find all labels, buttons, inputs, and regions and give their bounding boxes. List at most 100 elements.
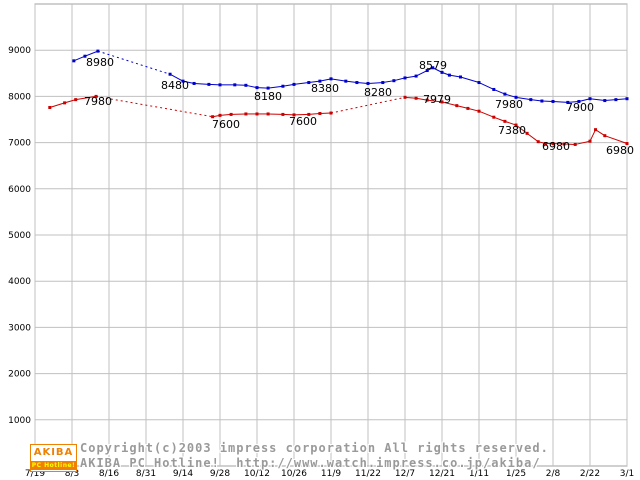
marker-price-high-blue	[603, 99, 607, 103]
marker-price-low-red	[440, 100, 444, 104]
marker-price-high-blue	[381, 81, 385, 85]
x-tick-label: 3/1	[620, 469, 634, 479]
y-tick-label: 2000	[8, 370, 31, 380]
marker-price-high-blue	[492, 87, 496, 91]
data-label: 7980	[495, 98, 523, 111]
x-tick-label: 7/19	[25, 469, 45, 479]
series-segment-price-low-red	[427, 99, 443, 103]
series-segment-price-high-blue	[245, 84, 258, 89]
marker-price-low-red	[425, 98, 429, 102]
marker-price-low-red	[211, 115, 215, 119]
marker-price-low-red	[514, 123, 518, 127]
series-segment-price-low-red	[589, 129, 597, 142]
data-label: 6980	[606, 144, 634, 157]
marker-price-high-blue	[447, 73, 451, 77]
marker-price-low-red	[551, 142, 555, 146]
marker-price-high-blue	[514, 95, 518, 99]
series-segment-price-high-blue	[382, 80, 394, 84]
marker-price-low-red	[625, 142, 629, 146]
y-tick-label: 1000	[8, 416, 31, 426]
x-tick-label: 1/11	[469, 469, 489, 479]
marker-price-high-blue	[355, 81, 359, 85]
marker-price-low-red	[492, 115, 496, 119]
marker-price-low-red	[594, 128, 598, 132]
y-tick-label: 5000	[8, 231, 31, 241]
marker-price-high-blue	[403, 76, 407, 80]
data-label: 6980	[542, 140, 570, 153]
marker-price-low-red	[588, 139, 592, 143]
marker-price-low-red	[229, 112, 233, 116]
marker-price-high-blue	[318, 79, 322, 83]
series-segment-price-high-blue	[182, 80, 195, 84]
series-segment-price-high-blue	[73, 55, 86, 62]
y-tick-label: 7000	[8, 139, 31, 149]
marker-price-low-red	[466, 106, 470, 110]
marker-price-high-blue	[281, 84, 285, 88]
data-label: 7600	[289, 115, 317, 128]
series-segment-price-high-blue	[552, 100, 568, 103]
series-segment-price-high-blue	[293, 82, 309, 85]
marker-price-high-blue	[96, 49, 100, 53]
marker-price-high-blue	[255, 86, 259, 90]
marker-price-low-red	[94, 94, 98, 98]
series-segment-price-high-blue	[308, 80, 320, 84]
marker-price-low-red	[48, 105, 52, 109]
x-tick-label: 8/3	[65, 469, 79, 479]
series-segment-price-low-red	[493, 116, 506, 122]
x-tick-label: 1/25	[506, 469, 526, 479]
x-tick-label: 12/21	[429, 469, 455, 479]
x-tick-label: 11/9	[321, 469, 341, 479]
marker-price-low-red	[244, 112, 248, 116]
series-segment-price-high-blue	[478, 82, 495, 90]
marker-price-high-blue	[425, 69, 429, 73]
marker-price-low-red	[603, 134, 607, 138]
series-segment-price-low-red	[575, 140, 591, 145]
data-label: 8480	[161, 79, 189, 92]
marker-price-high-blue	[207, 82, 211, 86]
marker-price-high-blue	[503, 92, 507, 96]
series-segment-price-high-blue	[449, 74, 461, 78]
series-segment-price-high-blue	[578, 98, 591, 102]
akiba-logo: AKIBA PC Hotline!	[30, 444, 77, 472]
marker-price-high-blue	[83, 54, 87, 58]
data-label: 7600	[212, 118, 240, 131]
marker-price-low-red	[318, 111, 322, 115]
y-tick-label: 3000	[8, 323, 31, 333]
marker-price-high-blue	[366, 81, 370, 85]
series-segment-price-high-blue	[504, 93, 517, 98]
series-segment-price-high-blue	[415, 70, 428, 77]
data-label: 7900	[566, 101, 594, 114]
series-segment-price-high-blue	[282, 83, 295, 87]
marker-price-low-red	[573, 142, 577, 146]
marker-price-high-blue	[192, 81, 196, 85]
marker-price-low-red	[403, 95, 407, 99]
marker-price-high-blue	[414, 74, 418, 78]
marker-price-high-blue	[459, 75, 462, 79]
marker-price-high-blue	[392, 79, 396, 83]
akiba-logo-text: AKIBA	[33, 447, 74, 458]
x-tick-label: 9/14	[173, 469, 193, 479]
marker-price-low-red	[63, 101, 67, 105]
marker-price-low-red	[255, 112, 259, 116]
series-segment-price-low-red	[75, 95, 97, 101]
data-label: 7980	[84, 95, 112, 108]
series-segment-price-high-blue	[604, 99, 616, 102]
akiba-logo-subtext: PC Hotline!	[31, 461, 76, 470]
marker-price-high-blue	[577, 99, 581, 103]
series-segment-price-high-blue	[169, 73, 184, 82]
series-segment-price-high-blue	[194, 82, 209, 85]
marker-price-high-blue	[168, 72, 172, 76]
marker-price-low-red	[477, 109, 481, 113]
data-label: 7979	[423, 93, 451, 106]
marker-price-high-blue	[440, 70, 444, 74]
x-tick-label: 2/8	[546, 469, 561, 479]
marker-price-high-blue	[244, 83, 248, 87]
series-segment-price-low-red	[526, 132, 539, 143]
series-segment-price-high-blue	[393, 77, 406, 82]
series-segment-price-high-blue	[356, 82, 369, 84]
x-tick-label: 10/12	[244, 469, 270, 479]
series-segment-price-low-red	[478, 110, 494, 118]
marker-price-low-red	[218, 113, 222, 117]
marker-price-high-blue	[233, 83, 237, 87]
